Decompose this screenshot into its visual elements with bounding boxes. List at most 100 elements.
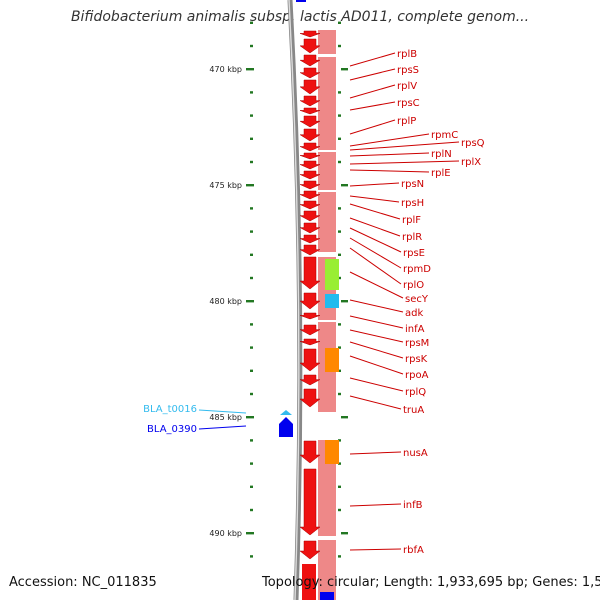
gene-arrow[interactable] — [299, 256, 321, 290]
gene-arrow[interactable] — [299, 180, 321, 190]
gene-arrow[interactable] — [299, 170, 321, 180]
gene-label[interactable]: rpsM — [405, 338, 429, 349]
gene-leader-line — [349, 133, 430, 147]
gene-band-divider — [318, 190, 336, 192]
kbp-tick-left — [250, 439, 253, 442]
gene-label[interactable]: rplE — [431, 168, 451, 179]
gene-arrow[interactable] — [299, 115, 321, 128]
gene-label[interactable]: rplP — [397, 116, 416, 127]
genome-backbone-highlight — [288, 0, 300, 600]
gene-label[interactable]: truA — [403, 405, 424, 416]
genome-backbone-line — [287, 0, 303, 600]
gene-arrow[interactable] — [299, 210, 321, 222]
gene-label[interactable]: rpoA — [405, 370, 429, 381]
gene-label[interactable]: rplN — [431, 149, 452, 160]
gene-label[interactable]: rpsE — [403, 248, 425, 259]
gene-label[interactable]: rplB — [397, 49, 417, 60]
reverse-strand-partial-top[interactable] — [296, 0, 306, 2]
gene-arrow[interactable] — [299, 338, 321, 346]
gene-arrow[interactable] — [299, 152, 321, 160]
gene-arrow[interactable] — [299, 30, 321, 38]
gene-label[interactable]: rplX — [461, 157, 481, 168]
gene-arrow[interactable] — [299, 142, 321, 152]
gene-arrow[interactable] — [299, 38, 321, 54]
gene-label[interactable]: rplQ — [405, 387, 426, 398]
kbp-tick-right — [338, 346, 341, 349]
accession-text: Accession: NC_011835 — [9, 575, 157, 590]
kbp-tick-right — [338, 323, 341, 326]
trna-label[interactable]: BLA_t0016 — [143, 404, 197, 415]
gene-arrow[interactable] — [299, 222, 321, 234]
gene-arrow[interactable] — [299, 348, 321, 372]
gene-arrow[interactable] — [299, 160, 321, 170]
reverse-strand-features[interactable]: BLA_t0016 BLA_0390 — [143, 404, 293, 437]
gene-label[interactable]: rbfA — [403, 545, 424, 556]
kbp-tick-right — [341, 68, 348, 71]
gene-label[interactable]: rpsS — [397, 65, 419, 76]
gene-arrow[interactable] — [299, 388, 321, 408]
gene-arrow[interactable] — [299, 440, 321, 464]
kbp-tick-right — [338, 439, 341, 442]
gene-leader-line — [349, 377, 404, 392]
gene-arrow[interactable] — [299, 67, 321, 79]
gene-label[interactable]: rpmD — [403, 264, 431, 275]
gene-label[interactable]: secY — [405, 294, 429, 305]
gene-arrow-partial[interactable] — [302, 564, 316, 600]
reverse-gene-label[interactable]: BLA_0390 — [147, 424, 197, 435]
gene-arrow[interactable] — [299, 54, 321, 67]
gene-arrow[interactable] — [299, 324, 321, 336]
reverse-strand-partial[interactable] — [320, 592, 334, 600]
kbp-tick-right — [338, 230, 341, 233]
gene-leader-line — [349, 271, 404, 299]
gene-leader-line — [349, 119, 396, 135]
gene-arrow[interactable] — [299, 95, 321, 107]
kbp-tick-left — [250, 462, 253, 465]
gene-band-divider — [318, 320, 336, 322]
gene-band-divider — [318, 536, 336, 540]
kbp-tick-left — [250, 555, 253, 558]
gene-label[interactable]: rpsK — [405, 354, 428, 365]
gene-label[interactable]: rplV — [397, 81, 417, 92]
kbp-tick-left — [250, 485, 253, 488]
gene-arrow[interactable] — [299, 468, 321, 536]
gene-arrow[interactable] — [299, 540, 321, 560]
gene-label[interactable]: rpsN — [401, 179, 424, 190]
gene-arrow[interactable] — [299, 312, 321, 320]
gene-leader-line — [349, 217, 401, 237]
gene-leader-line — [349, 182, 400, 187]
gene-arrow[interactable] — [299, 79, 321, 95]
reverse-gene-arrow[interactable] — [279, 417, 293, 437]
gene-arrows[interactable] — [299, 30, 321, 600]
trna-arrow[interactable] — [280, 410, 292, 415]
gene-label[interactable]: infA — [405, 324, 425, 335]
kbp-tick-left — [246, 184, 254, 187]
gene-leader-line — [349, 141, 460, 151]
gene-label[interactable]: rpmC — [431, 130, 458, 141]
gene-label[interactable]: nusA — [403, 448, 428, 459]
gene-label[interactable]: rpsH — [401, 198, 424, 209]
reverse-gene-leader-line — [198, 425, 247, 430]
gene-label[interactable]: rplR — [402, 232, 422, 243]
kbp-tick-left — [250, 369, 253, 372]
gene-arrow[interactable] — [299, 244, 321, 256]
gene-arrow[interactable] — [299, 292, 321, 310]
gene-label[interactable]: rplO — [403, 280, 424, 291]
gene-label[interactable]: infB — [403, 500, 423, 511]
gene-arrow[interactable] — [299, 374, 321, 386]
gene-arrow[interactable] — [299, 190, 321, 200]
gene-label[interactable]: rpsC — [397, 98, 420, 109]
gene-label[interactable]: adk — [405, 308, 423, 319]
kbp-tick-left — [250, 392, 253, 396]
gene-arrow[interactable] — [299, 128, 321, 142]
kbp-tick-left — [250, 323, 253, 326]
cog-segment — [325, 440, 339, 464]
gene-label[interactable]: rpsQ — [461, 138, 485, 149]
kbp-tick-left — [250, 114, 253, 117]
gene-arrow[interactable] — [299, 234, 321, 244]
gene-label[interactable]: rplF — [402, 215, 421, 226]
gene-arrow[interactable] — [299, 200, 321, 210]
kbp-scale-labels: 470 kbp 475 kbp 480 kbp 485 kbp 490 kbp — [209, 65, 242, 538]
gene-arrow[interactable] — [299, 107, 321, 115]
